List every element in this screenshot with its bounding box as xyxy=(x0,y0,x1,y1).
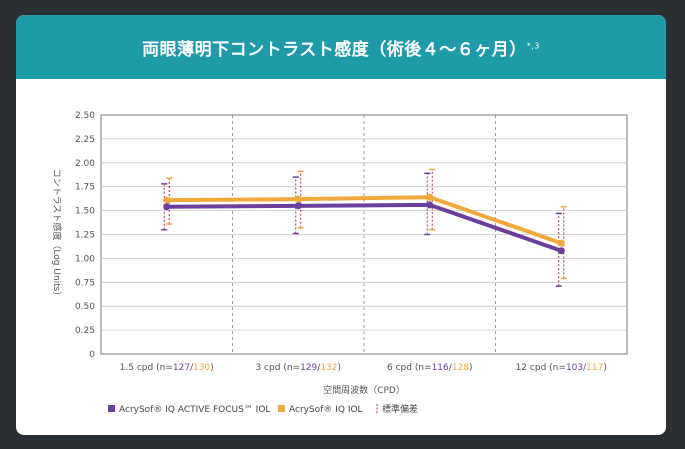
x-tick-part: (n= xyxy=(156,363,173,373)
data-point xyxy=(294,195,302,203)
y-tick-label: 2.25 xyxy=(75,135,95,145)
x-tick-part: (n= xyxy=(415,363,432,373)
x-tick-part: 12 cpd xyxy=(516,363,547,373)
x-tick-part: ) xyxy=(469,363,473,373)
x-tick-part: (n= xyxy=(549,363,566,373)
x-tick-part: / xyxy=(583,363,587,373)
x-tick-label: 6 cpd (n=116/128) xyxy=(387,363,473,373)
y-tick-label: 0 xyxy=(89,350,95,360)
y-tick-label: 2.50 xyxy=(75,111,95,121)
data-point xyxy=(426,201,434,209)
legend-swatch xyxy=(278,405,285,412)
y-tick-label: 0.50 xyxy=(75,302,95,312)
y-axis-label: コントラスト感度（Log Units） xyxy=(51,169,63,301)
y-tick-label: 1.00 xyxy=(75,254,95,264)
y-tick-label: 1.75 xyxy=(75,183,95,193)
x-tick-part: 132 xyxy=(320,363,337,373)
x-tick-part: (n= xyxy=(283,363,300,373)
data-point xyxy=(163,196,171,204)
x-tick-part: ) xyxy=(603,363,607,373)
y-tick-label: 0.25 xyxy=(75,326,95,336)
x-tick-part: / xyxy=(317,363,321,373)
x-tick-label: 3 cpd (n=129/132) xyxy=(255,363,341,373)
chart-card: 両眼薄明下コントラスト感度（術後４〜６ヶ月）*,3 0 0.25 0.50 0.75 1… xyxy=(16,15,666,435)
legend-label: 標準偏差 xyxy=(382,403,418,415)
data-point xyxy=(557,247,565,255)
data-point xyxy=(294,202,302,210)
chart-title: 両眼薄明下コントラスト感度（術後４〜６ヶ月）*,3 xyxy=(142,40,540,60)
x-tick-part: 127 xyxy=(173,363,190,373)
chart-header: 両眼薄明下コントラスト感度（術後４〜６ヶ月）*,3 xyxy=(16,15,666,79)
x-axis-label: 空間周波数（CPD） xyxy=(323,384,405,396)
legend-swatch xyxy=(108,405,115,412)
data-point xyxy=(163,203,171,211)
data-point xyxy=(557,239,565,247)
legend-label: AcrySof® IQ ACTIVE FOCUS™ IOL xyxy=(119,405,270,415)
y-tick-label: 1.25 xyxy=(75,231,95,241)
x-tick-label: 12 cpd (n=103/117) xyxy=(516,363,607,373)
line-chart: 0 0.25 0.50 0.75 1.00 1.25 1.50 1.75 2.00 2.25 2.5… xyxy=(51,111,628,415)
x-tick-part: 1.5 cpd xyxy=(120,363,154,373)
x-tick-part: 130 xyxy=(193,363,210,373)
x-tick-part: 6 cpd xyxy=(387,363,412,373)
x-tick-part: 129 xyxy=(300,363,317,373)
y-tick-label: 1.50 xyxy=(75,207,95,217)
series-line xyxy=(166,202,562,253)
x-tick-part: 116 xyxy=(432,363,449,373)
series-line xyxy=(166,195,562,245)
data-point xyxy=(426,193,434,201)
x-tick-part: 103 xyxy=(566,363,583,373)
x-tick-label: 1.5 cpd (n=127/130) xyxy=(120,363,214,373)
legend-label: AcrySof® IQ IOL xyxy=(289,405,363,415)
x-tick-part: 128 xyxy=(452,363,469,373)
x-tick-part: / xyxy=(190,363,194,373)
x-tick-part: / xyxy=(449,363,453,373)
x-tick-part: 3 cpd xyxy=(255,363,280,373)
x-tick-part: ) xyxy=(338,363,342,373)
x-tick-part: 117 xyxy=(586,363,603,373)
x-tick-part: ) xyxy=(210,363,214,373)
title-footnote: *,3 xyxy=(526,41,540,51)
y-tick-label: 0.75 xyxy=(75,278,95,288)
y-tick-label: 2.00 xyxy=(75,159,95,169)
